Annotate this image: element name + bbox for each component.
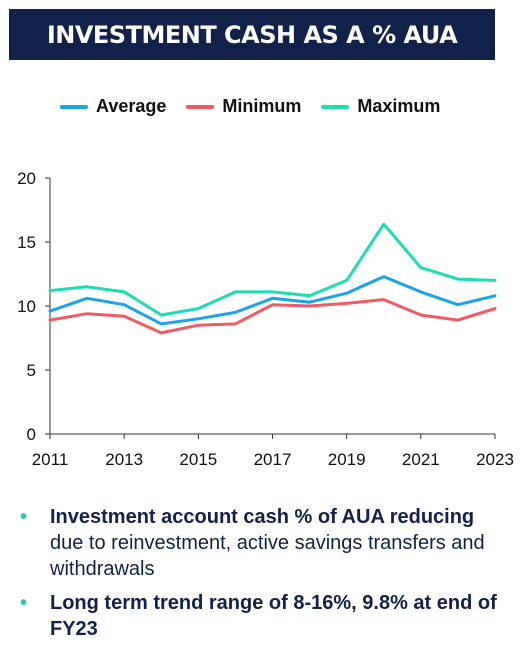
x-tick-label: 2017: [254, 450, 292, 469]
legend-swatch-minimum: [186, 104, 215, 109]
x-tick-label: 2019: [328, 450, 366, 469]
x-tick-label: 2023: [476, 450, 514, 469]
bullet-item: • Long term trend range of 8-16%, 9.8% a…: [20, 590, 510, 642]
chart-title-banner: INVESTMENT CASH AS A % AUA: [9, 9, 495, 60]
legend-label-minimum: Minimum: [222, 96, 302, 116]
x-tick-label: 2011: [32, 450, 69, 469]
legend-label-maximum: Maximum: [357, 96, 441, 116]
x-tick-label: 2021: [402, 450, 440, 469]
bullet-marker: •: [20, 592, 28, 614]
bullet-bold-text: Investment account cash % of AUA reducin…: [50, 506, 475, 528]
legend-label-average: Average: [96, 96, 167, 116]
y-tick-label: 5: [27, 361, 36, 380]
bullet-text: Long term trend range of 8-16%, 9.8% at …: [50, 590, 510, 642]
series-line-minimum: [48, 298, 497, 335]
y-tick-label: 0: [27, 425, 36, 444]
y-tick-label: 20: [17, 169, 36, 188]
bullet-rest-text: due to reinvestment, active savings tran…: [50, 532, 485, 580]
series-line-maximum: [48, 222, 497, 317]
legend-swatch-maximum: [321, 104, 350, 109]
x-tick-label: 2013: [105, 450, 143, 469]
bullet-text: Investment account cash % of AUA reducin…: [50, 504, 510, 582]
bullet-list: • Investment account cash % of AUA reduc…: [20, 504, 510, 650]
legend-swatch-average: [60, 104, 88, 109]
legend-item-maximum: Maximum: [321, 96, 440, 117]
bullet-item: • Investment account cash % of AUA reduc…: [20, 504, 510, 582]
chart-title: INVESTMENT CASH AS A % AUA: [46, 20, 458, 49]
bullet-bold-text: Long term trend range of 8-16%, 9.8% at …: [50, 592, 497, 640]
y-tick-label: 15: [17, 233, 36, 252]
line-chart: 0 5 10 15 20 2011 2013 2015 2017 2019 2021 2023: [17, 169, 514, 469]
bullet-marker: •: [20, 506, 28, 528]
x-tick-label: 2015: [179, 450, 217, 469]
chart-legend: Average Minimum Maximum: [60, 96, 460, 117]
legend-item-minimum: Minimum: [186, 96, 301, 117]
series-line-average: [48, 275, 497, 326]
y-tick-label: 10: [17, 297, 36, 316]
legend-item-average: Average: [60, 96, 166, 117]
